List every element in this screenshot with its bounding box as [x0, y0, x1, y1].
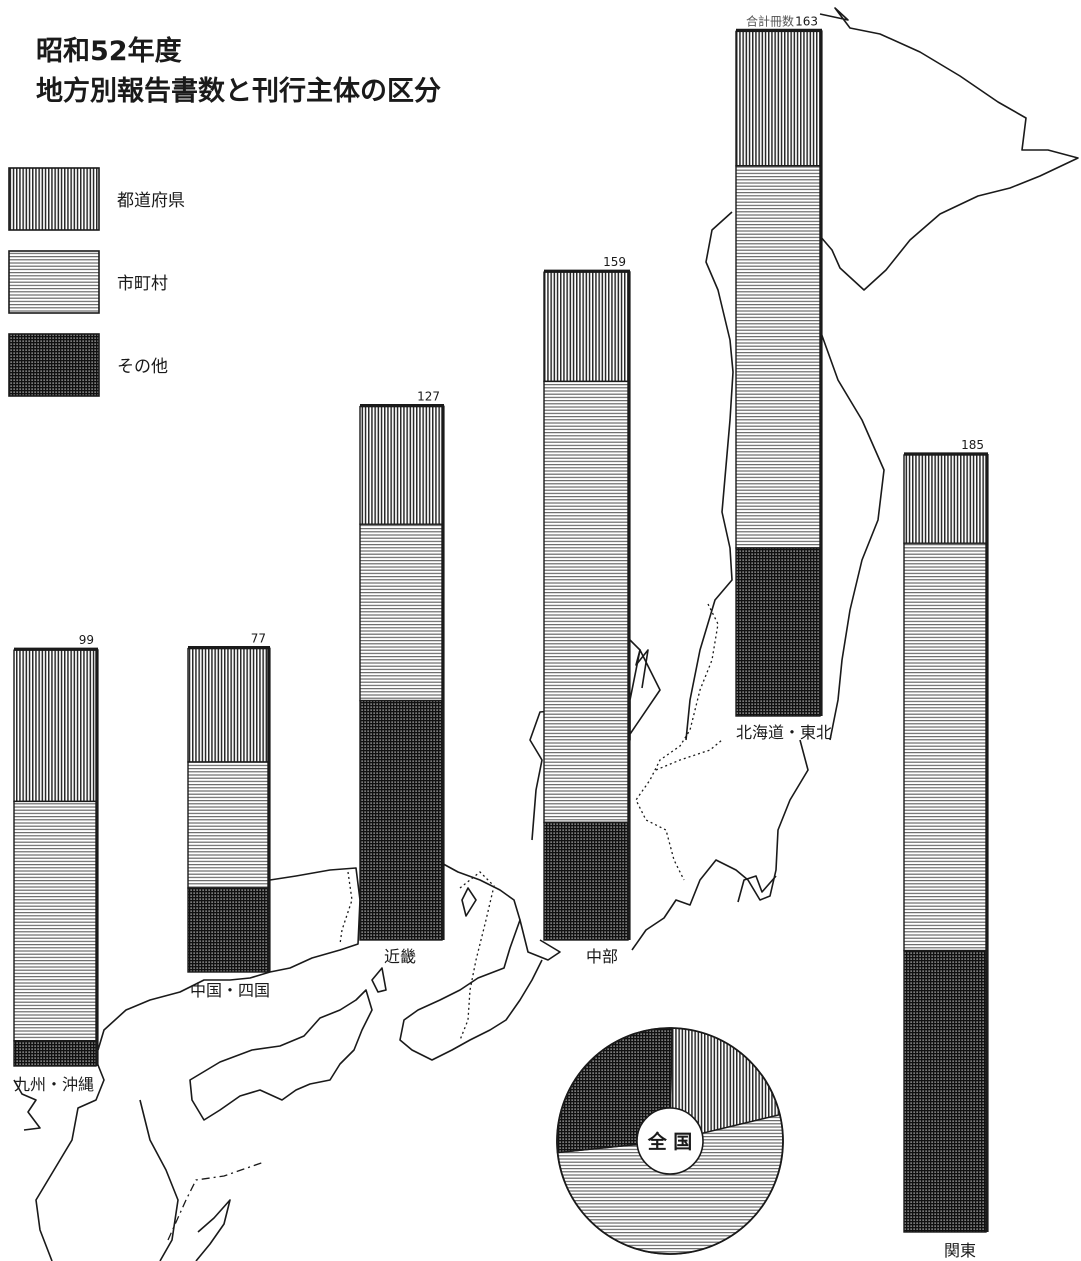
total-label-kinki: 127: [417, 390, 440, 404]
nationwide-pie: 全 国: [556, 1027, 784, 1255]
hokkaido-outline: [819, 7, 1079, 291]
bar-kinki-municipality: [359, 523, 443, 702]
total-label-chugoku-shikoku: 77: [251, 632, 266, 646]
bar-kanto-prefecture: [903, 454, 987, 544]
chugoku-outline: [97, 867, 361, 1051]
tohoku-east-coast: [819, 329, 885, 741]
okinawa-separator: [167, 1161, 265, 1241]
total-caption: 合計冊数: [746, 13, 794, 28]
kyushu-west-inlet: [13, 1079, 41, 1131]
izu-peninsula: [737, 875, 777, 903]
bar-kyushu-okinawa-prefecture: [13, 649, 97, 803]
chubu-kanto-border: [655, 739, 723, 771]
kyushu-east-coast: [139, 1099, 179, 1261]
pie-center-hole: [636, 1107, 704, 1175]
stacked-bars: 99 九州・沖縄 77 中国・四国 127 近畿 159 中部 163 北海道・東北 合計冊数 185…: [13, 13, 989, 1260]
bar-kanto-municipality: [903, 542, 987, 952]
legend-label-prefecture: 都道府県: [117, 191, 185, 211]
kinki-chubu-border: [459, 871, 495, 1041]
bar-kyushu-okinawa-municipality: [13, 800, 97, 1042]
pie-center-label: 全 国: [647, 1130, 693, 1153]
region-label-hokkaido-tohoku: 北海道・東北: [736, 723, 832, 742]
legend-label-other: その他: [117, 357, 168, 377]
legend-label-municipality: 市町村: [117, 274, 168, 294]
bar-kinki-prefecture: [359, 405, 443, 525]
bar-hokkaido-tohoku-municipality: [735, 165, 821, 549]
kii-and-coast: [399, 919, 561, 1061]
kanto-coast: [631, 739, 809, 951]
region-label-chubu: 中部: [586, 947, 618, 966]
sado-island: [461, 887, 477, 917]
bar-kyushu-okinawa-other: [13, 1040, 97, 1067]
bar-hokkaido-tohoku-other: [735, 547, 821, 717]
bar-chugoku-shikoku-municipality: [187, 761, 269, 889]
chart-title-line2: 地方別報告書数と刊行主体の区分: [36, 75, 441, 107]
total-label-kyushu-okinawa: 99: [79, 633, 94, 647]
total-label-kanto: 185: [961, 438, 984, 452]
bar-kinki-other: [359, 699, 443, 941]
bar-chugoku-shikoku-prefecture: [187, 647, 269, 763]
legend-swatch-other: [8, 333, 100, 397]
region-label-kanto: 関東: [944, 1241, 976, 1260]
region-label-kinki: 近畿: [384, 947, 416, 966]
pie-outline: [556, 1027, 784, 1255]
bar-hokkaido-tohoku-prefecture: [735, 30, 821, 167]
region-label-kyushu-okinawa: 九州・沖縄: [14, 1075, 94, 1094]
total-label-hokkaido-tohoku: 163: [795, 14, 818, 28]
satsuma-peninsula: [195, 1199, 231, 1261]
region-label-chugoku-shikoku: 中国・四国: [190, 981, 270, 1000]
kinki-west-coast: [435, 859, 521, 921]
awaji-island: [371, 967, 387, 993]
chart-title-line1: 昭和52年度: [36, 35, 182, 67]
legend-swatch-prefecture: [8, 167, 100, 231]
total-label-chubu: 159: [603, 255, 626, 269]
tohoku-kanto-border: [635, 603, 719, 881]
bar-chubu-other: [543, 821, 629, 941]
bar-chubu-municipality: [543, 380, 629, 824]
legend-swatch-municipality: [8, 250, 100, 314]
shikoku-outline: [189, 989, 373, 1121]
region-borders: [167, 603, 723, 1241]
bar-chubu-prefecture: [543, 271, 629, 383]
chugoku-kinki-border: [339, 871, 353, 945]
bar-kanto-other: [903, 949, 987, 1233]
noto-peninsula: [629, 639, 649, 689]
bar-chugoku-shikoku-other: [187, 887, 269, 973]
honshu-north-outline: [685, 211, 734, 741]
kyushu-outline: [35, 1059, 105, 1261]
